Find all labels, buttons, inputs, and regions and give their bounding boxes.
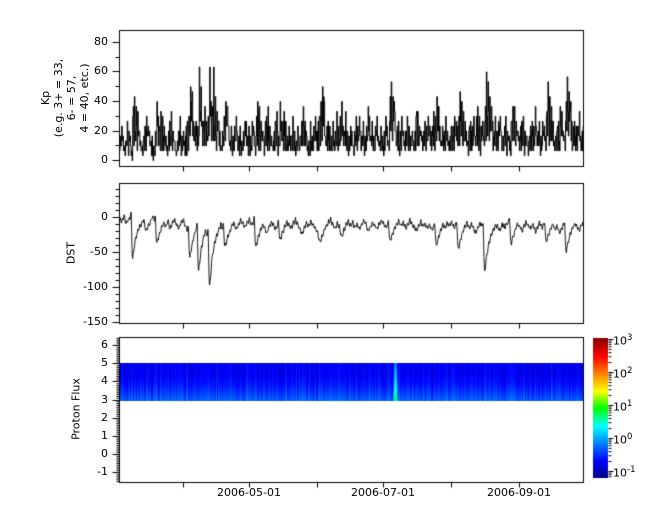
colorbar-tick-label: 10-1	[613, 465, 636, 480]
y-tick-label: 40	[94, 94, 108, 107]
y-tick-label: -1	[97, 465, 108, 478]
y-tick-label: -100	[83, 280, 108, 293]
y-tick-label: 0	[101, 447, 108, 460]
y-tick-label: 4	[101, 374, 108, 387]
colorbar-tick-label: 102	[613, 366, 633, 381]
y-tick-label: 2	[101, 411, 108, 424]
y-tick-label: 5	[101, 356, 108, 369]
y-tick-label: 6	[101, 338, 108, 351]
colorbar-tick-label: 100	[613, 432, 633, 447]
y-tick-label: 20	[94, 124, 108, 137]
y-tick-label: -150	[83, 315, 108, 328]
y-tick-label: 0	[101, 210, 108, 223]
x-tick-label: 2006-09-01	[487, 486, 551, 499]
y-tick-label: -50	[90, 245, 108, 258]
y-tick-label: 1	[101, 429, 108, 442]
y-tick-label: 3	[101, 393, 108, 406]
colorbar-tick-label: 103	[613, 333, 633, 348]
y-tick-label: 60	[94, 64, 108, 77]
colorbar-tick-label: 101	[613, 399, 633, 414]
x-tick-label: 2006-07-01	[351, 486, 415, 499]
y-tick-label: 0	[101, 153, 108, 166]
y-tick-label: 80	[94, 35, 108, 48]
x-tick-label: 2006-05-01	[217, 486, 281, 499]
